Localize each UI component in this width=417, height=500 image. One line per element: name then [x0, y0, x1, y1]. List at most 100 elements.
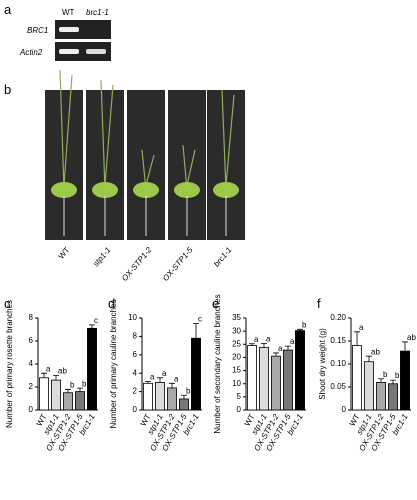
error-bar	[249, 343, 255, 346]
bar	[364, 361, 374, 411]
band	[59, 27, 79, 32]
y-tick-label: 10	[232, 379, 241, 388]
photo-label: OX-STP1-5	[161, 245, 195, 283]
annotation: a	[278, 344, 283, 353]
error-bar	[89, 324, 95, 329]
stem	[100, 79, 114, 191]
annotation: ab	[371, 347, 380, 356]
bar	[295, 330, 305, 411]
error-bar	[378, 378, 384, 383]
annotation: a	[266, 335, 271, 344]
annotation: a	[162, 369, 167, 378]
y-tick-label: 25	[232, 339, 241, 348]
gene-label: Actin2	[19, 48, 43, 57]
band	[86, 49, 106, 54]
bar	[167, 387, 177, 411]
bar	[143, 382, 153, 411]
annotation: c	[198, 315, 202, 324]
y-tick-label: 0	[133, 405, 138, 414]
annotation: b	[186, 386, 191, 395]
error-bar	[402, 341, 408, 352]
y-axis-label: Shoot dry weight (g)	[318, 328, 327, 400]
bar	[51, 379, 61, 411]
y-tick-label: 0	[237, 405, 242, 414]
rosette	[133, 182, 159, 198]
annotation: b	[302, 320, 307, 329]
panel-label: d	[108, 296, 115, 311]
annotation: c	[94, 316, 98, 325]
y-axis-label: Number of secondary cauline branches	[213, 294, 222, 433]
error-bar	[77, 387, 83, 392]
annotation: a	[359, 323, 364, 332]
y-tick-label: 4	[133, 368, 138, 377]
gel	[55, 42, 111, 61]
rosette	[174, 182, 200, 198]
y-tick-label: 0	[342, 405, 347, 414]
error-bar	[53, 375, 59, 381]
y-tick-label: 8	[133, 332, 138, 341]
photo-label: stp1-1	[91, 246, 112, 269]
lane-label: brc1-1	[86, 8, 109, 17]
gel	[55, 20, 111, 39]
y-tick-label: 0.15	[330, 336, 346, 345]
y-tick-label: 20	[232, 353, 241, 362]
bar	[376, 381, 386, 411]
y-axis-label: Number of primary cauline branches	[109, 300, 118, 429]
y-tick-label: 4	[29, 359, 34, 368]
y-axis-label: Number of primary rosette branches	[5, 300, 14, 428]
error-bar	[390, 379, 396, 384]
bar	[247, 345, 257, 411]
y-tick-label: 6	[29, 336, 34, 345]
y-tick-label: 10	[128, 313, 137, 322]
bar	[179, 398, 189, 411]
bar	[400, 350, 410, 411]
y-tick-label: 0.20	[330, 313, 346, 322]
error-bar	[157, 377, 163, 383]
photo-label: WT	[57, 245, 72, 260]
panel-label: b	[4, 82, 11, 97]
photo-label: OX-STP1-2	[120, 245, 154, 283]
error-bar	[285, 345, 291, 351]
error-bar	[65, 388, 71, 393]
rosette	[92, 182, 118, 198]
error-bar	[193, 323, 199, 339]
stem	[221, 89, 235, 191]
y-tick-label: 2	[29, 382, 34, 391]
y-tick-label: 0	[29, 405, 34, 414]
bar	[388, 383, 398, 411]
annotation: ab	[407, 333, 416, 342]
bar	[39, 377, 49, 411]
y-tick-label: 5	[237, 392, 242, 401]
y-tick-label: 15	[232, 366, 241, 375]
bar	[87, 327, 97, 411]
band	[59, 49, 79, 54]
lane-label: WT	[62, 8, 75, 17]
bar	[283, 349, 293, 411]
rosette	[51, 182, 77, 198]
error-bar	[41, 372, 47, 378]
rosette	[213, 182, 239, 198]
annotation: a	[254, 335, 259, 344]
error-bar	[169, 382, 175, 388]
y-tick-label: 2	[133, 387, 138, 396]
bar	[191, 337, 201, 411]
annotation: b	[395, 371, 400, 380]
panel-label: a	[4, 2, 12, 17]
photo-label: brc1-1	[212, 246, 233, 269]
annotation: b	[70, 380, 75, 389]
annotation: ab	[58, 367, 67, 376]
panel-label: c	[4, 296, 11, 311]
error-bar	[273, 352, 279, 357]
y-tick-label: 0.05	[330, 382, 346, 391]
y-tick-label: 0.10	[330, 359, 346, 368]
y-tick-label: 6	[133, 350, 138, 359]
bar	[155, 381, 165, 411]
panel-label: e	[212, 296, 219, 311]
error-bar	[297, 328, 303, 331]
error-bar	[145, 381, 151, 384]
annotation: a	[174, 374, 179, 383]
error-bar	[366, 355, 372, 362]
annotation: a	[150, 373, 155, 382]
panel-label: f	[317, 296, 321, 311]
